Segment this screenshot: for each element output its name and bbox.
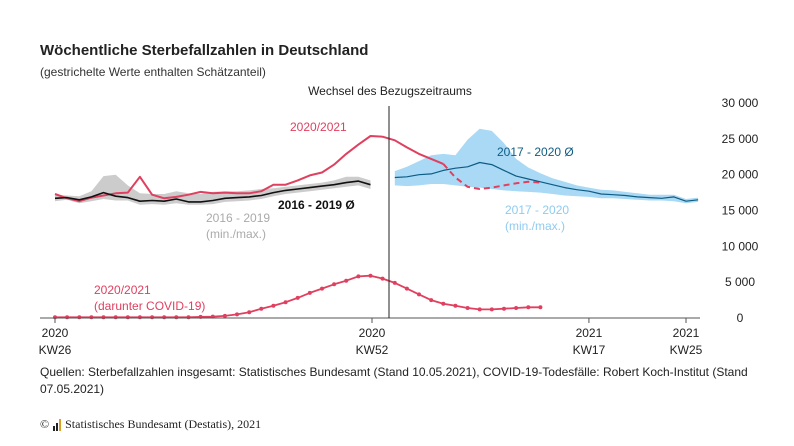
series-point (65, 315, 70, 320)
series-point (465, 306, 470, 310)
divider-label: Wechsel des Bezugszeitraums (308, 84, 472, 98)
series-point (162, 315, 167, 320)
series-point (356, 274, 361, 279)
series-point (429, 298, 434, 303)
annotation-covid-subtitle: (darunter COVID-19) (94, 299, 205, 313)
series-point (247, 310, 252, 315)
annotation-2017-2020-range: 2017 - 2020 (505, 203, 569, 217)
series-point (344, 278, 349, 283)
series-point (174, 315, 179, 320)
annotation-2016-2019-range-sub: (min./max.) (206, 227, 266, 241)
annotation-2016-2019-mean: 2016 - 2019 Ø (278, 198, 355, 212)
series-point (186, 315, 191, 320)
annotation-2020-2021: 2020/2021 (290, 120, 347, 134)
y-tick-label: 5 000 (725, 275, 755, 289)
copyright-text: Statistisches Bundesamt (Destatis), 2021 (65, 417, 262, 431)
series-point (150, 315, 155, 320)
series-point (271, 303, 276, 308)
destatis-logo-icon (53, 418, 62, 431)
series-point (137, 315, 142, 320)
lines-layer (53, 135, 699, 320)
series-point (113, 315, 118, 320)
x-tick-week: KW25 (670, 343, 703, 357)
death-statistics-chart: 2020 KW26 2020 KW52 2021 KW17 2021 KW25 0 5 000 1… (39, 84, 759, 357)
series-point (404, 286, 409, 291)
annotation-2017-2020-range-sub: (min./max.) (505, 219, 565, 233)
series-point (295, 295, 300, 300)
y-tick-label: 0 (737, 311, 744, 325)
sources-note: Quellen: Sterbefallzahlen insgesamt: Sta… (40, 365, 748, 396)
series-point (259, 306, 264, 311)
series-line (54, 135, 444, 203)
series-point (307, 290, 312, 295)
annotation-2016-2019-range: 2016 - 2019 (206, 211, 270, 225)
copyright-line: © Statistisches Bundesamt (Destatis), 20… (40, 417, 261, 432)
x-tick-week: KW26 (39, 343, 72, 357)
series-point (235, 312, 239, 317)
x-ticks-layer: 2020 KW26 2020 KW52 2021 KW17 2021 KW25 (39, 318, 703, 357)
bands-layer (55, 128, 699, 205)
y-tick-label: 25 000 (722, 132, 759, 146)
x-tick-year: 2020 (42, 326, 69, 340)
series-point (489, 307, 494, 312)
y-tick-label: 20 000 (722, 168, 759, 182)
series-point (77, 315, 82, 320)
x-tick-week: KW52 (356, 343, 389, 357)
annotations-layer: 2020/2021 2016 - 2019 Ø 2016 - 2019 (min… (94, 120, 574, 313)
x-tick-year: 2021 (673, 326, 700, 340)
x-tick-week: KW17 (573, 343, 606, 357)
range-band (55, 174, 371, 205)
series-point (222, 313, 227, 318)
series-point (477, 307, 482, 312)
series-line (394, 161, 699, 202)
series-point (320, 286, 324, 291)
annotation-2017-2020-mean: 2017 - 2020 Ø (497, 145, 574, 159)
series-point (526, 305, 531, 310)
y-ticks-layer: 0 5 000 10 000 15 000 20 000 25 000 30 000 (722, 96, 759, 325)
series-point (514, 306, 519, 310)
chart-subtitle: (gestrichelte Werte enthalten Schätzante… (40, 65, 266, 79)
divider-layer: Wechsel des Bezugszeitraums (308, 84, 472, 318)
x-tick-year: 2020 (359, 326, 386, 340)
series-point (417, 292, 421, 297)
series-point (368, 273, 373, 278)
y-tick-label: 30 000 (722, 96, 759, 110)
series-point (89, 315, 94, 320)
series-point (453, 303, 458, 308)
series-point (283, 300, 288, 305)
x-tick-year: 2021 (576, 326, 603, 340)
series-line (54, 180, 371, 203)
series-line (442, 163, 541, 190)
annotation-covid-title: 2020/2021 (94, 283, 151, 297)
series-point (125, 315, 130, 320)
chart-title: Wöchentliche Sterbefallzahlen in Deutsch… (40, 42, 369, 59)
series-point (538, 305, 543, 310)
series-point (392, 280, 397, 285)
series-point (502, 306, 506, 311)
series-point (332, 282, 337, 287)
series-point (380, 276, 385, 281)
series-point (441, 301, 446, 306)
series-point (101, 315, 106, 320)
y-tick-label: 10 000 (722, 239, 759, 253)
y-tick-label: 15 000 (722, 204, 759, 218)
range-band (394, 128, 699, 204)
copyright-symbol: © (40, 417, 50, 431)
